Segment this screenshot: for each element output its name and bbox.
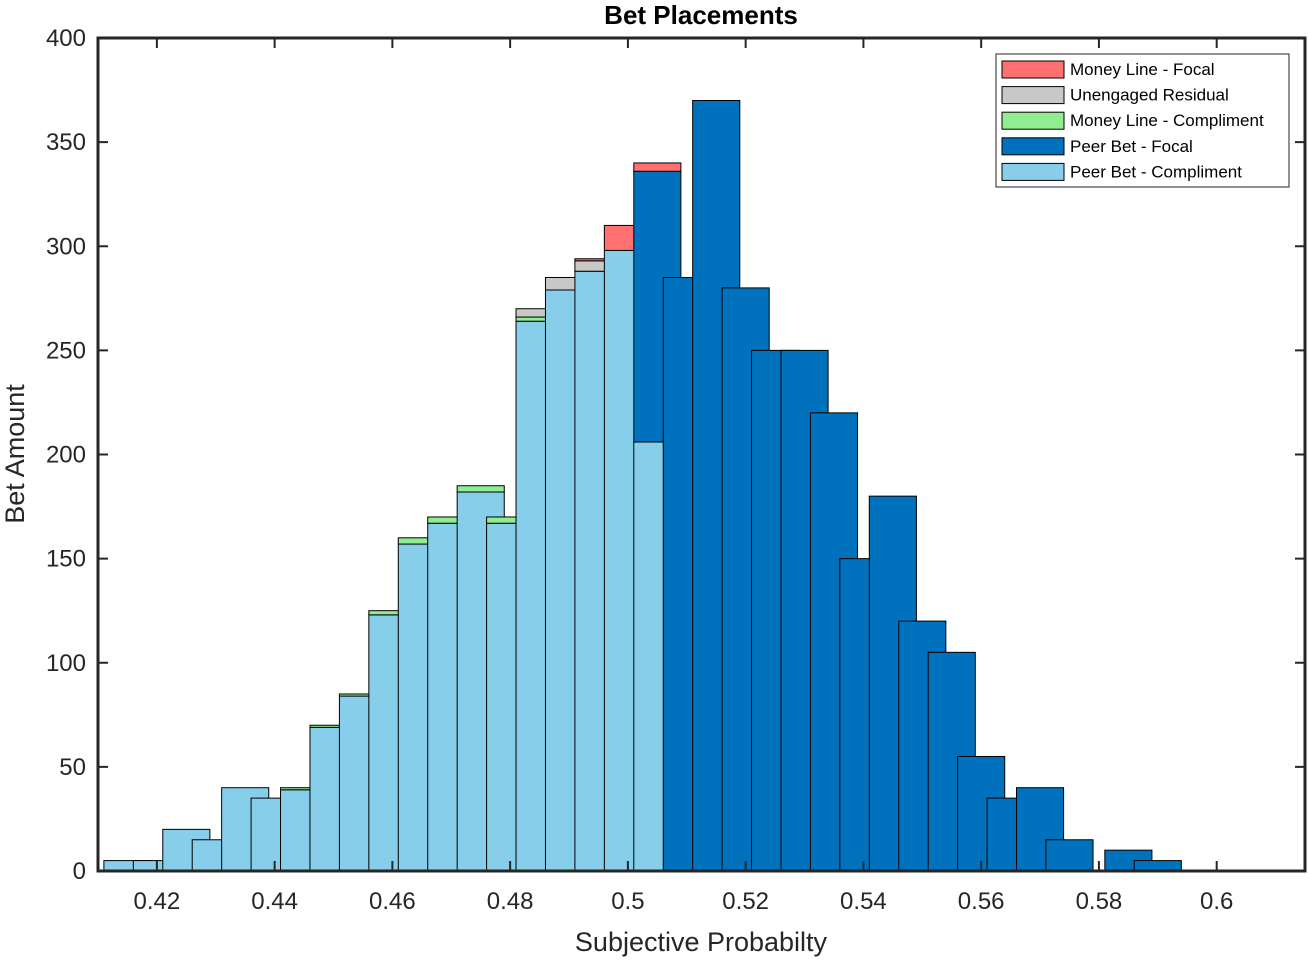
- legend-swatch: [1001, 162, 1065, 181]
- y-tick-label: 250: [46, 337, 86, 364]
- y-tick-label: 350: [46, 129, 86, 156]
- legend-label: Money Line - Compliment: [1070, 111, 1264, 130]
- x-tick-label: 0.48: [487, 888, 534, 915]
- y-tick-label: 300: [46, 233, 86, 260]
- x-tick-label: 0.5: [611, 888, 644, 915]
- chart-title: Bet Placements: [604, 0, 798, 30]
- x-tick-label: 0.42: [134, 888, 181, 915]
- x-tick-label: 0.58: [1076, 888, 1123, 915]
- y-tick-label: 150: [46, 546, 86, 573]
- x-tick-label: 0.52: [722, 888, 769, 915]
- legend-label: Peer Bet - Focal: [1070, 137, 1193, 156]
- bar-peer-bet-focal-35: [1133, 860, 1182, 872]
- x-tick-label: 0.44: [251, 888, 298, 915]
- bar-money-line-compliment-12: [456, 485, 505, 493]
- legend-swatch: [1001, 137, 1065, 156]
- ticks-group: 0.42 0.44 0.46 0.48 0.5 0.52 0.54 0.56 0.58 0.6 0 5…: [46, 25, 1305, 915]
- bars-group: [103, 99, 1182, 872]
- y-tick-label: 100: [46, 650, 86, 677]
- x-tick-label: 0.46: [369, 888, 416, 915]
- y-tick-label: 0: [73, 858, 86, 885]
- bar-peer-bet-focal-32: [1045, 839, 1094, 872]
- y-tick-label: 50: [59, 754, 86, 781]
- x-tick-label: 0.54: [840, 888, 887, 915]
- legend-swatch: [1001, 60, 1065, 79]
- legend: Money Line - Focal Unengaged Residual Mone…: [995, 53, 1290, 188]
- legend-label: Peer Bet - Compliment: [1070, 162, 1242, 181]
- x-axis-title: Subjective Probabilty: [575, 927, 828, 957]
- x-tick-label: 0.6: [1200, 888, 1233, 915]
- x-tick-label: 0.56: [958, 888, 1005, 915]
- legend-swatch: [1001, 111, 1065, 130]
- legend-swatch: [1001, 86, 1065, 105]
- legend-label: Unengaged Residual: [1070, 86, 1229, 105]
- y-axis-title: Bet Amount: [0, 384, 30, 524]
- bar-money-line-focal-18: [633, 162, 682, 172]
- y-tick-label: 200: [46, 442, 86, 469]
- y-tick-label: 400: [46, 25, 86, 52]
- legend-label: Money Line - Focal: [1070, 60, 1215, 79]
